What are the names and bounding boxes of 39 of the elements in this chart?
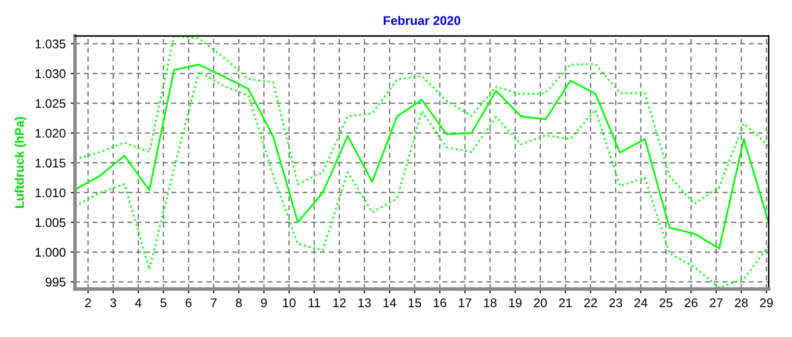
y-tick-label: 1.020 xyxy=(36,128,66,138)
x-tick-label: 16 xyxy=(434,298,446,308)
x-tick-label: 22 xyxy=(584,298,597,308)
x-tick-label: 11 xyxy=(308,298,320,308)
x-tick-label: 13 xyxy=(358,298,371,308)
y-tick-label: 1.010 xyxy=(36,188,66,198)
x-tick-label: 12 xyxy=(333,298,346,308)
y-tick-label: 1.035 xyxy=(36,40,66,48)
y-tick-label: 1.005 xyxy=(36,218,66,227)
x-tick-label: 8 xyxy=(236,298,242,308)
y-tick-label: 1.030 xyxy=(36,69,66,78)
x-tick-label: 23 xyxy=(609,298,622,308)
x-tick-label: 26 xyxy=(684,298,698,308)
x-tick-label: 21 xyxy=(559,298,572,308)
x-tick-label: 5 xyxy=(160,298,166,308)
y-tick-label: 995 xyxy=(46,278,66,287)
x-tick-label: 15 xyxy=(408,298,422,308)
x-tick-label: 17 xyxy=(458,298,472,308)
x-tick-label: 4 xyxy=(135,298,142,308)
x-tick-label: 9 xyxy=(261,298,267,308)
chart-title: Februar 2020 xyxy=(384,16,460,26)
x-tick-label: 27 xyxy=(710,298,723,308)
x-tick-label: 24 xyxy=(634,298,648,308)
x-tick-label: 7 xyxy=(210,298,217,308)
x-tick-label: 3 xyxy=(110,298,116,308)
x-tick-label: 2 xyxy=(85,298,91,308)
x-tick-label: 19 xyxy=(509,298,522,308)
x-tick-label: 10 xyxy=(283,298,296,308)
y-axis-title: Luftdruck (hPa) xyxy=(14,116,26,208)
y-tick-label: 1.025 xyxy=(36,99,66,108)
x-tick-label: 25 xyxy=(660,298,672,308)
x-tick-label: 20 xyxy=(534,298,547,308)
x-tick-label: 6 xyxy=(186,298,192,308)
x-tick-label: 28 xyxy=(734,298,748,308)
y-tick-label: 1.000 xyxy=(36,248,66,257)
x-tick-label: 14 xyxy=(384,298,396,308)
y-tick-label: 1.015 xyxy=(36,158,66,168)
x-tick-label: 18 xyxy=(484,298,496,308)
x-tick-label: 29 xyxy=(760,298,773,308)
